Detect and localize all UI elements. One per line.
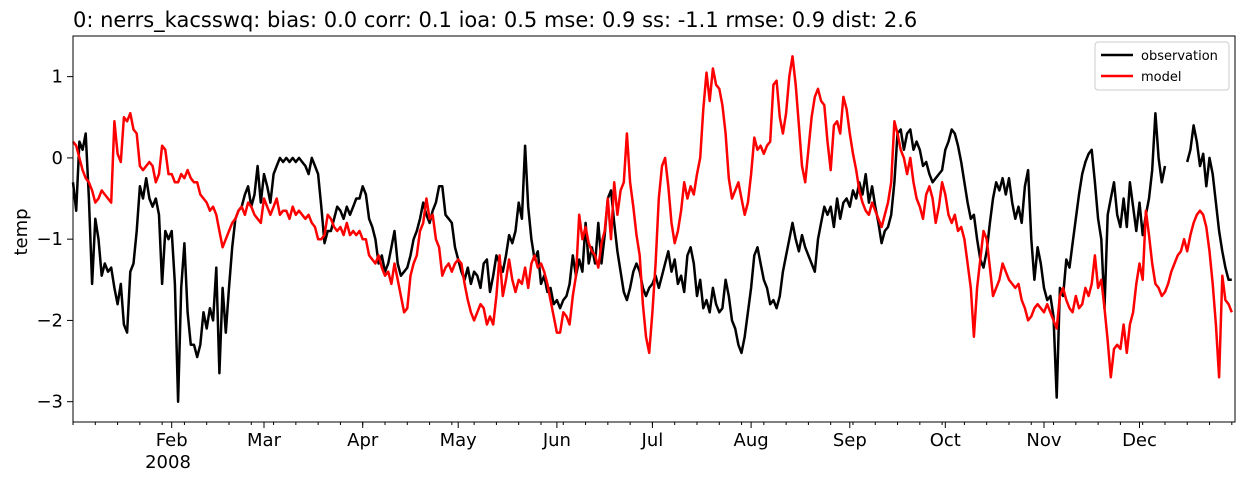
y-tick-label: −1 [36,229,63,250]
x-tick-label: Oct [930,430,961,451]
legend: observation model [1094,41,1230,91]
x-tick-label: Jun [542,430,571,451]
x-axis-year-label: 2008 [145,452,191,473]
x-tick-label: Nov [1026,430,1061,451]
x-tick-label: Feb [156,430,188,451]
series-line-model [72,55,1233,379]
series-lines [71,55,1233,403]
plot-area [71,35,1236,423]
x-tick-label: Dec [1122,430,1157,451]
series-line-observation [71,111,1232,403]
y-tick-label: 0 [52,148,63,169]
chart-title: 0: nerrs_kacsswq: bias: 0.0 corr: 0.1 io… [73,8,917,33]
y-tick-label: −3 [36,392,63,413]
x-tick-label: Jul [641,430,664,451]
y-axis-label: temp [11,208,32,255]
x-tick-label: May [440,430,478,451]
x-tick-label: Aug [734,430,769,451]
x-tick-label: Apr [347,430,379,451]
y-axis: 1 0 −1 −2 −3 [36,67,73,413]
y-tick-label: 1 [52,67,63,88]
x-tick-label: Sep [833,430,867,451]
plot-frame [72,35,1236,423]
y-tick-label: −2 [36,310,63,331]
x-axis: Feb Mar Apr May Jun Jul Aug Sep Oct Nov Dec [72,422,1233,451]
legend-label-model: model [1141,70,1181,85]
x-tick-label: Mar [247,430,282,451]
legend-label-observation: observation [1141,49,1218,64]
